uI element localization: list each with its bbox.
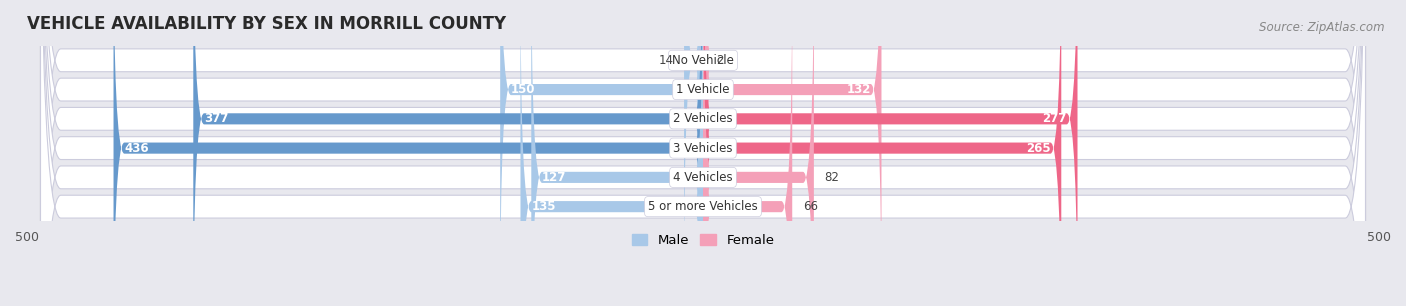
FancyBboxPatch shape [41, 0, 1365, 306]
FancyBboxPatch shape [41, 0, 1365, 306]
Text: 377: 377 [204, 112, 229, 125]
Text: 265: 265 [1026, 142, 1050, 155]
Text: 5 or more Vehicles: 5 or more Vehicles [648, 200, 758, 213]
FancyBboxPatch shape [41, 0, 1365, 306]
Text: 4 Vehicles: 4 Vehicles [673, 171, 733, 184]
FancyBboxPatch shape [703, 0, 792, 306]
FancyBboxPatch shape [501, 0, 703, 306]
Text: 127: 127 [543, 171, 567, 184]
FancyBboxPatch shape [520, 0, 703, 306]
FancyBboxPatch shape [41, 0, 1365, 306]
FancyBboxPatch shape [193, 0, 703, 306]
Text: 1 Vehicle: 1 Vehicle [676, 83, 730, 96]
FancyBboxPatch shape [41, 0, 1365, 306]
FancyBboxPatch shape [703, 0, 882, 306]
Text: 3 Vehicles: 3 Vehicles [673, 142, 733, 155]
Text: 14: 14 [658, 54, 673, 67]
Text: 436: 436 [124, 142, 149, 155]
Legend: Male, Female: Male, Female [626, 227, 780, 253]
Text: 82: 82 [825, 171, 839, 184]
FancyBboxPatch shape [114, 0, 703, 306]
Text: 2: 2 [717, 54, 724, 67]
FancyBboxPatch shape [703, 0, 1077, 306]
Text: VEHICLE AVAILABILITY BY SEX IN MORRILL COUNTY: VEHICLE AVAILABILITY BY SEX IN MORRILL C… [27, 15, 506, 33]
FancyBboxPatch shape [703, 0, 814, 306]
Text: 132: 132 [846, 83, 870, 96]
Text: 135: 135 [531, 200, 555, 213]
FancyBboxPatch shape [685, 0, 703, 289]
FancyBboxPatch shape [531, 0, 703, 306]
FancyBboxPatch shape [41, 0, 1365, 306]
Text: 2 Vehicles: 2 Vehicles [673, 112, 733, 125]
FancyBboxPatch shape [695, 0, 714, 289]
Text: 150: 150 [510, 83, 536, 96]
FancyBboxPatch shape [703, 0, 1062, 306]
Text: Source: ZipAtlas.com: Source: ZipAtlas.com [1260, 21, 1385, 34]
Text: 66: 66 [803, 200, 818, 213]
Text: No Vehicle: No Vehicle [672, 54, 734, 67]
Text: 277: 277 [1042, 112, 1067, 125]
